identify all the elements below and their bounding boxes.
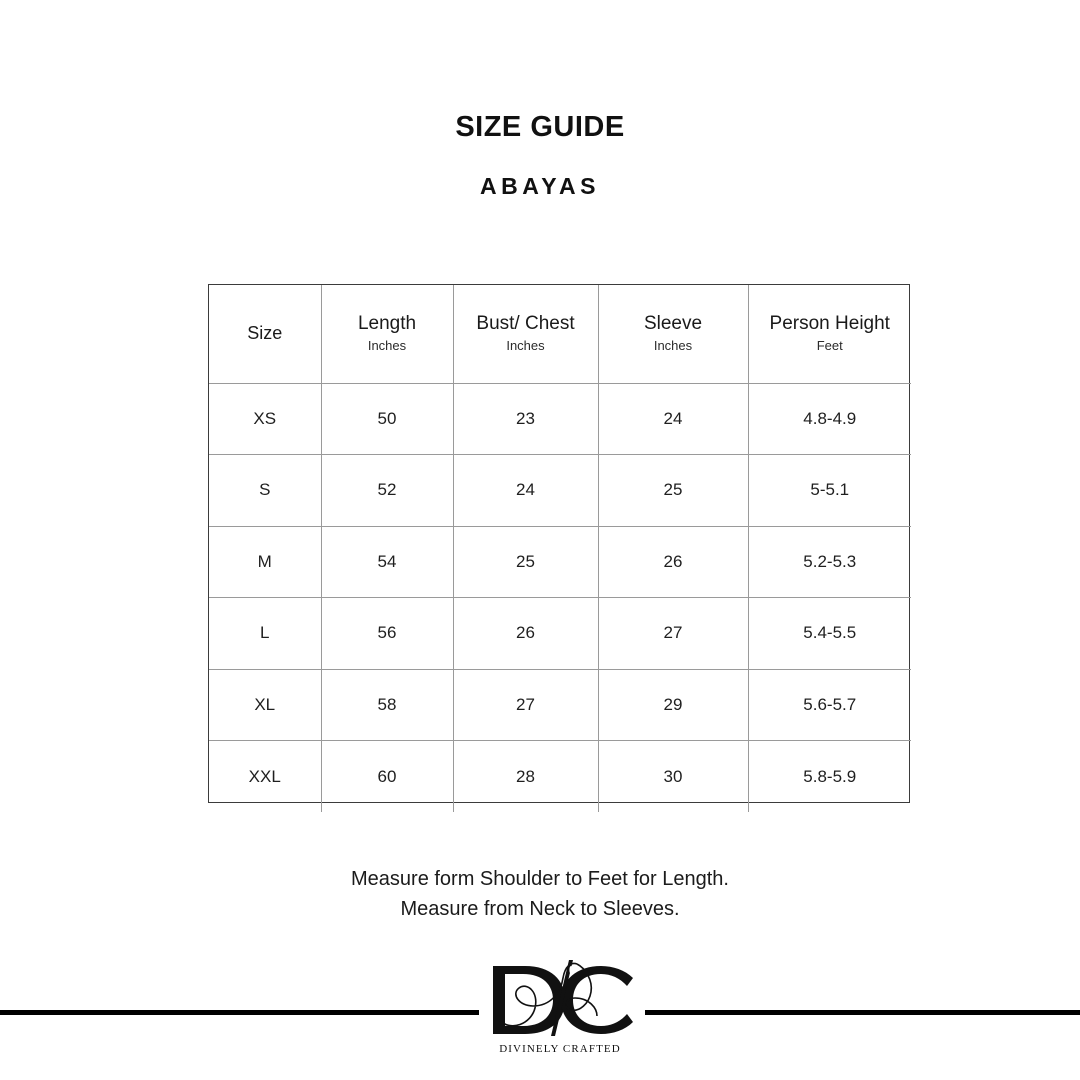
cell-bust: 23 bbox=[453, 383, 599, 455]
column-header-sleeve-unit: Inches bbox=[653, 338, 693, 354]
cell-size: S bbox=[209, 454, 322, 527]
column-header-length: Length Inches bbox=[321, 285, 454, 384]
table-row: XS 50 23 24 4.8-4.9 bbox=[209, 383, 911, 455]
page-subtitle: ABAYAS bbox=[480, 173, 600, 199]
brand-logo: DIVINELY CRAFTED bbox=[440, 958, 680, 1055]
cell-length: 60 bbox=[321, 740, 454, 812]
table-row: M 54 25 26 5.2-5.3 bbox=[209, 526, 911, 598]
divider-rule-left bbox=[0, 1010, 479, 1015]
logo-letter-d bbox=[493, 966, 565, 1034]
cell-size: XXL bbox=[209, 740, 322, 812]
cell-height: 5-5.1 bbox=[748, 454, 911, 527]
cell-size: XL bbox=[209, 669, 322, 741]
logo-thread-secondary-icon bbox=[565, 963, 598, 1017]
logo-monogram-dc-icon bbox=[493, 960, 633, 1036]
page-title: SIZE GUIDE bbox=[455, 111, 625, 143]
cell-length: 52 bbox=[321, 454, 454, 527]
cell-size: M bbox=[209, 526, 322, 598]
table-row: XXL 60 28 30 5.8-5.9 bbox=[209, 740, 911, 812]
size-table: Size Length Inches Bust/ Chest Inches Sl… bbox=[209, 285, 911, 812]
column-header-bust-chest-label: Bust/ Chest bbox=[476, 313, 575, 335]
cell-sleeve: 27 bbox=[598, 597, 749, 670]
column-header-sleeve: Sleeve Inches bbox=[598, 285, 749, 384]
cell-bust: 24 bbox=[453, 454, 599, 527]
cell-bust: 27 bbox=[453, 669, 599, 741]
column-header-person-height-unit: Feet bbox=[816, 338, 843, 354]
cell-length: 56 bbox=[321, 597, 454, 670]
cell-sleeve: 29 bbox=[598, 669, 749, 741]
title-block: SIZE GUIDE ABAYAS bbox=[0, 108, 1080, 202]
logo-thread-icon bbox=[498, 962, 578, 1027]
cell-height: 5.8-5.9 bbox=[803, 766, 857, 786]
column-header-bust-chest-unit: Inches bbox=[506, 338, 545, 354]
cell-length: 50 bbox=[321, 383, 454, 455]
cell-height: 5.6-5.7 bbox=[748, 669, 911, 741]
cell-sleeve: 24 bbox=[598, 383, 749, 455]
size-table-container: Size Length Inches Bust/ Chest Inches Sl… bbox=[208, 284, 911, 812]
table-row: S 52 24 25 5-5.1 bbox=[209, 454, 911, 527]
column-header-person-height: Person Height Feet bbox=[748, 285, 911, 384]
column-header-sleeve-label: Sleeve bbox=[643, 313, 703, 335]
column-header-length-label: Length bbox=[357, 313, 417, 335]
cell-sleeve: 26 bbox=[598, 526, 749, 598]
column-header-bust-chest: Bust/ Chest Inches bbox=[453, 285, 599, 384]
cell-size: L bbox=[209, 597, 322, 670]
logo-tagline: DIVINELY CRAFTED bbox=[499, 1043, 621, 1055]
column-header-size: Size bbox=[209, 285, 322, 384]
divider-rule-right bbox=[645, 1010, 1080, 1015]
column-header-length-unit: Inches bbox=[367, 338, 407, 354]
cell-bust: 26 bbox=[453, 597, 599, 670]
column-header-person-height-label: Person Height bbox=[769, 313, 890, 335]
cell-length: 58 bbox=[321, 669, 454, 741]
cell-length: 54 bbox=[321, 526, 454, 598]
cell-sleeve: 25 bbox=[598, 454, 749, 527]
logo-letter-c bbox=[561, 966, 633, 1034]
cell-sleeve: 30 bbox=[598, 740, 749, 812]
table-row: XL 58 27 29 5.6-5.7 bbox=[209, 669, 911, 741]
table-row: L 56 26 27 5.4-5.5 bbox=[209, 597, 911, 670]
cell-bust: 25 bbox=[453, 526, 599, 598]
logo-needle-icon bbox=[551, 960, 573, 1036]
table-header: Size Length Inches Bust/ Chest Inches Sl… bbox=[209, 285, 911, 384]
table-body: XS 50 23 24 4.8-4.9 S 52 24 25 5-5.1 M 5… bbox=[209, 383, 911, 812]
cell-bust: 28 bbox=[453, 740, 599, 812]
cell-height: 4.8-4.9 bbox=[748, 383, 911, 455]
column-header-size-label: Size bbox=[247, 323, 283, 344]
table-header-row: Size Length Inches Bust/ Chest Inches Sl… bbox=[209, 285, 911, 384]
cell-size: XS bbox=[209, 383, 322, 455]
measurement-notes: Measure form Shoulder to Feet for Length… bbox=[0, 864, 1080, 924]
cell-height: 5.2-5.3 bbox=[748, 526, 911, 598]
cell-height: 5.4-5.5 bbox=[748, 597, 911, 670]
measurement-note-line-1: Measure form Shoulder to Feet for Length… bbox=[351, 868, 729, 890]
logo-needle-eye-icon bbox=[569, 966, 573, 974]
measurement-note-line-2: Measure from Neck to Sleeves. bbox=[400, 898, 680, 920]
